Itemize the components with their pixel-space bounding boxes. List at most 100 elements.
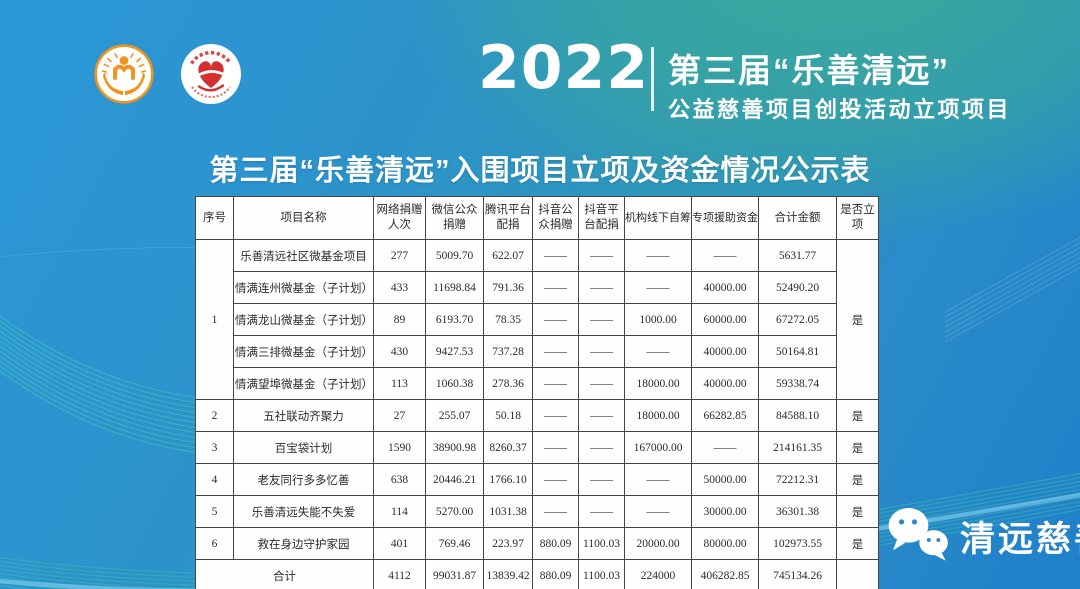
year-text: 2022	[478, 33, 649, 103]
value-cell: ——	[578, 239, 625, 272]
approved-cell: 是	[836, 431, 879, 464]
value-cell: 1031.38	[483, 495, 533, 528]
total-row: 合计 4112 99031.87 13839.42 880.09 1100.03…	[195, 559, 879, 589]
value-cell: 50.18	[483, 399, 533, 432]
value-cell: 880.09	[532, 559, 579, 589]
charity-federation-logo-icon	[94, 44, 154, 109]
value-cell: ——	[532, 495, 579, 528]
value-cell: 880.09	[532, 527, 579, 560]
value-cell: 89	[373, 303, 426, 336]
value-cell: 66282.85	[691, 399, 759, 432]
approved-cell: 是	[836, 495, 879, 528]
value-cell: 60000.00	[691, 303, 759, 336]
wechat-icon	[886, 506, 950, 567]
table-row: 6 救在身边守护家园 401 769.46 223.97 880.09 1100…	[195, 527, 879, 560]
value-cell: 114	[373, 495, 426, 528]
project-name-cell: 乐善清远失能不失爱	[233, 495, 374, 528]
approved-cell: 是	[836, 463, 879, 496]
value-cell: 40000.00	[691, 271, 759, 304]
value-cell: 433	[373, 271, 426, 304]
table-row: 3 百宝袋计划 1590 38900.98 8260.37 —— —— 1670…	[195, 431, 879, 464]
project-name-cell: 情满望埠微基金（子计划）	[233, 367, 374, 400]
value-cell: ——	[532, 463, 579, 496]
value-cell: 113	[373, 367, 426, 400]
wechat-account-badge: 清远慈善	[886, 506, 1080, 567]
table-row: 5 乐善清远失能不失爱 114 5270.00 1031.38 —— —— ——…	[195, 495, 879, 528]
value-cell: 80000.00	[691, 527, 759, 560]
value-cell: 1100.03	[578, 527, 625, 560]
value-cell: 622.07	[483, 239, 533, 272]
value-cell: 84588.10	[758, 399, 837, 432]
value-cell: 6193.70	[425, 303, 484, 336]
value-cell: ——	[532, 399, 579, 432]
value-cell: 102973.55	[758, 527, 837, 560]
value-cell: 1766.10	[483, 463, 533, 496]
column-header: 是否立项	[836, 196, 879, 240]
value-cell: 40000.00	[691, 335, 759, 368]
value-cell: ——	[578, 399, 625, 432]
value-cell: 769.46	[425, 527, 484, 560]
column-header: 机构线下自筹	[624, 196, 692, 240]
value-cell: ——	[578, 463, 625, 496]
value-cell: 278.36	[483, 367, 533, 400]
value-cell: 50164.81	[758, 335, 837, 368]
project-name-cell: 乐善清远社区微基金项目	[233, 239, 374, 272]
header-row: 序号 项目名称 网络捐赠人次 微信公众捐赠 腾讯平台配捐 抖音公众捐赠 抖音平台…	[195, 196, 879, 240]
value-cell: 67272.05	[758, 303, 837, 336]
value-cell: 4112	[373, 559, 426, 589]
value-cell: ——	[624, 495, 692, 528]
value-cell: 78.35	[483, 303, 533, 336]
event-subtitle: 公益慈善项目创投活动立项项目	[668, 97, 1012, 122]
approved-cell: 是	[836, 399, 879, 432]
project-name-cell: 情满三排微基金（子计划）	[233, 335, 374, 368]
column-header: 抖音平台配捐	[578, 196, 625, 240]
value-cell: ——	[532, 239, 579, 272]
value-cell: ——	[624, 463, 692, 496]
value-cell: 18000.00	[624, 367, 692, 400]
value-cell: 30000.00	[691, 495, 759, 528]
value-cell: 255.07	[425, 399, 484, 432]
value-cell: 167000.00	[624, 431, 692, 464]
value-cell: ——	[624, 335, 692, 368]
value-cell: ——	[691, 239, 759, 272]
value-cell: 20000.00	[624, 527, 692, 560]
value-cell: 38900.98	[425, 431, 484, 464]
value-cell: 406282.85	[691, 559, 759, 589]
value-cell: ——	[578, 495, 625, 528]
approved-cell	[836, 559, 879, 589]
table-row: 情满望埠微基金（子计划） 113 1060.38 278.36 —— —— 18…	[196, 367, 879, 400]
value-cell: 1060.38	[425, 367, 484, 400]
value-cell: ——	[578, 303, 625, 336]
value-cell: ——	[624, 271, 692, 304]
qingyuan-charity-logo-icon	[179, 42, 243, 111]
value-cell: 5009.70	[425, 239, 484, 272]
value-cell: 224000	[624, 559, 692, 589]
value-cell: 214161.35	[758, 431, 837, 464]
value-cell: ——	[532, 431, 579, 464]
seq-cell: 2	[195, 399, 234, 432]
value-cell: 13839.42	[483, 559, 533, 589]
wechat-account-name: 清远慈善	[960, 520, 1080, 559]
value-cell: 277	[373, 239, 426, 272]
project-name-cell: 五社联动齐聚力	[233, 399, 374, 432]
project-name-cell: 老友同行多多忆善	[233, 463, 374, 496]
table-row: 1 乐善清远社区微基金项目 277 5009.70 622.07 —— —— —…	[195, 239, 879, 400]
value-cell: ——	[578, 431, 625, 464]
seq-cell: 5	[195, 495, 234, 528]
value-cell: 1100.03	[578, 559, 625, 589]
project-name-cell: 情满连州微基金（子计划）	[233, 271, 374, 304]
value-cell: ——	[532, 335, 579, 368]
value-cell: 18000.00	[624, 399, 692, 432]
value-cell: 791.36	[483, 271, 533, 304]
project-name-cell: 救在身边守护家园	[233, 527, 374, 560]
column-header: 网络捐赠人次	[373, 196, 426, 240]
value-cell: ——	[532, 303, 579, 336]
value-cell: 40000.00	[691, 367, 759, 400]
approved-cell: 是	[836, 527, 879, 560]
value-cell: 430	[373, 335, 426, 368]
value-cell: 745134.26	[758, 559, 837, 589]
value-cell: ——	[532, 271, 579, 304]
value-cell: 5631.77	[758, 239, 837, 272]
seq-cell: 6	[195, 527, 234, 560]
table-row: 情满连州微基金（子计划） 433 11698.84 791.36 —— —— —…	[196, 271, 879, 304]
